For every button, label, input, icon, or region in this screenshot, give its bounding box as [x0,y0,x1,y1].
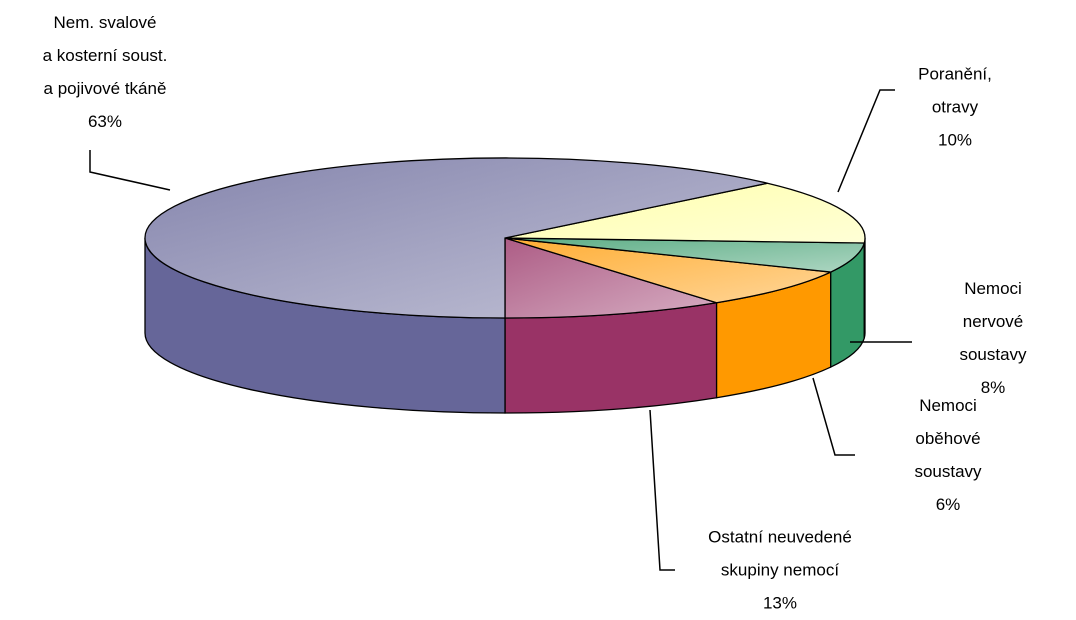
slice-label: Ostatní neuvedené skupiny nemocí 13% [708,521,852,620]
value-label: 8% [980,378,1006,397]
slice-label: Nemoci nervové soustavy 8% [952,272,1035,404]
leader-line [837,89,895,193]
pie-side [863,237,866,339]
pie-slice [144,157,768,319]
pie-slice [504,237,834,304]
category-label: Nemoci nervové soustavy [959,279,1027,364]
leader-line [649,409,675,571]
value-label: 63% [87,112,123,131]
slice-label: Poranění, otravy 10% [895,58,1016,157]
slice-label: Nemoci oběhové soustavy 6% [884,389,1012,521]
value-label: 13% [762,593,798,613]
slice-label: Nem. svalové a kosterní soust. a pojivov… [43,6,168,138]
leader-line [812,377,855,456]
category-label: Poranění, otravy [918,64,992,117]
category-label: Ostatní neuvedené skupiny nemocí [708,527,852,580]
leader-line [89,150,171,191]
pie-slice [504,237,717,319]
pie-side [504,301,718,414]
value-label: 10% [937,130,973,150]
value-label: 6% [935,495,961,514]
pie-slice [504,182,866,244]
category-label: Nem. svalové a kosterní soust. a pojivov… [42,13,168,98]
category-label: Nemoci oběhové soustavy [914,396,982,481]
